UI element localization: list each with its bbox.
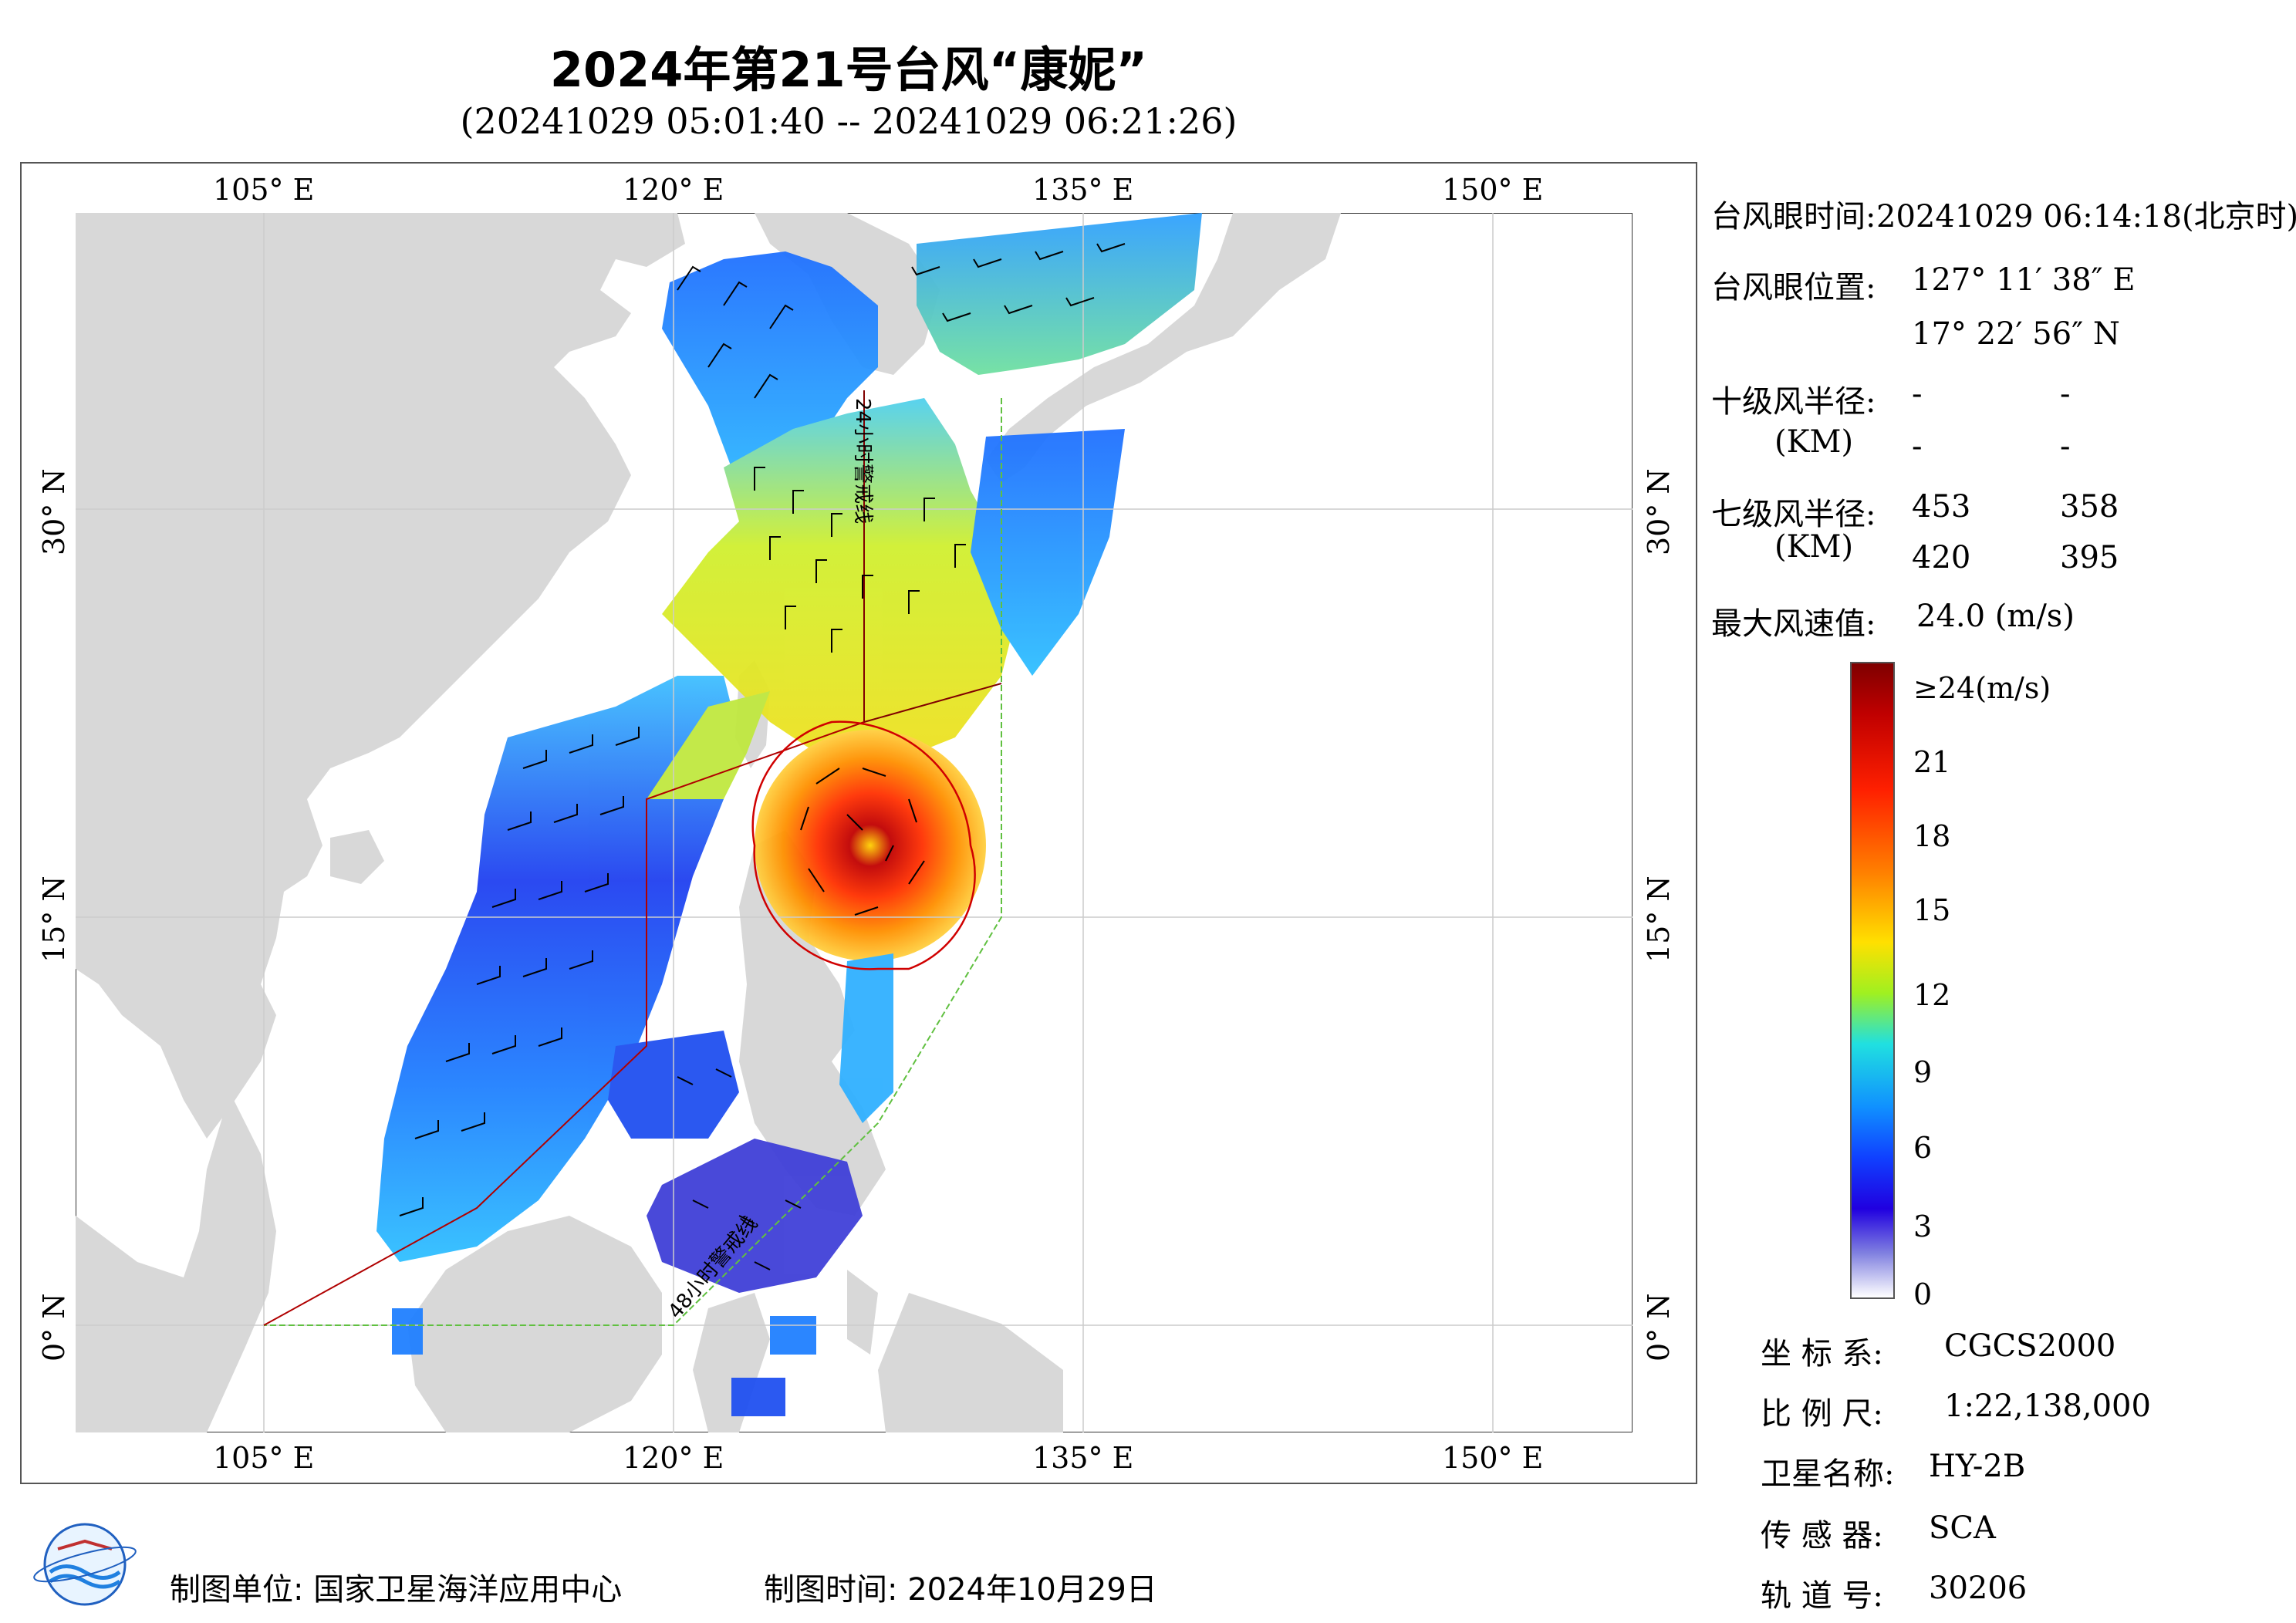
satellite-value: HY-2B bbox=[1929, 1449, 2026, 1484]
lat-tick-left-30: 30° N bbox=[37, 468, 71, 555]
eye-latitude: 17° 22′ 56″ N bbox=[1912, 316, 2120, 352]
lat-tick-right-15: 15° N bbox=[1642, 876, 1676, 963]
r10-value-sw: - bbox=[1912, 429, 1923, 464]
scale-value: 1:22,138,000 bbox=[1944, 1388, 2151, 1424]
warning-line-48h bbox=[263, 721, 865, 1326]
producer-credit: 制图单位: 国家卫星海洋应用中心 bbox=[170, 1572, 623, 1608]
lat-tick-left-0: 0° N bbox=[37, 1293, 71, 1361]
lat-tick-right-0: 0° N bbox=[1642, 1293, 1676, 1361]
r7-value-se: 358 bbox=[2060, 489, 2119, 525]
warning-line-24h-green bbox=[264, 398, 1002, 1326]
r10-unit: (KM) bbox=[1774, 424, 1854, 460]
r7-value-ne: 453 bbox=[1912, 489, 1971, 525]
crs-value: CGCS2000 bbox=[1944, 1328, 2116, 1364]
lat-tick-right-30: 30° N bbox=[1642, 468, 1676, 555]
wind-barbs bbox=[399, 243, 1126, 1270]
r10-label: 十级风半径: bbox=[1711, 384, 1876, 420]
legend-label-0: 0 bbox=[1913, 1277, 1933, 1311]
legend-label-6: 6 bbox=[1913, 1131, 1933, 1165]
r7-label: 七级风半径: bbox=[1711, 497, 1876, 532]
orbit-label: 轨 道 号: bbox=[1761, 1578, 1883, 1614]
eye-longitude: 127° 11′ 38″ E bbox=[1912, 262, 2136, 298]
lon-tick-top-135: 135° E bbox=[1032, 173, 1134, 207]
lon-tick-bottom-105: 105° E bbox=[213, 1441, 315, 1475]
legend-label-3: 3 bbox=[1913, 1210, 1933, 1243]
satellite-label: 卫星名称: bbox=[1761, 1456, 1895, 1492]
lat-tick-left-15: 15° N bbox=[37, 876, 71, 963]
lon-tick-top-120: 120° E bbox=[623, 173, 724, 207]
land bbox=[76, 213, 1341, 1432]
sensor-label: 传 感 器: bbox=[1761, 1518, 1883, 1554]
legend-label-24: ≥24(m/s) bbox=[1913, 671, 2051, 705]
warning-lines bbox=[263, 390, 1002, 1326]
sensor-value: SCA bbox=[1929, 1510, 1996, 1546]
wind-radius-7 bbox=[751, 720, 976, 970]
eye-position-label: 台风眼位置: bbox=[1711, 270, 1876, 305]
map-frame bbox=[20, 162, 1697, 1484]
lon-tick-bottom-150: 150° E bbox=[1442, 1441, 1544, 1475]
legend-label-15: 15 bbox=[1913, 893, 1951, 927]
r10-value-nw: - bbox=[2060, 429, 2071, 464]
r10-value-ne: - bbox=[1912, 376, 1923, 412]
warning-line-24h-label: 24小时警戒线 bbox=[851, 398, 874, 524]
legend-label-18: 18 bbox=[1913, 819, 1951, 853]
lon-tick-bottom-135: 135° E bbox=[1032, 1441, 1134, 1475]
graticule bbox=[76, 213, 1633, 1432]
nsoas-logo bbox=[33, 1523, 137, 1606]
eye-time-value: 20241029 06:14:18(北京时) bbox=[1876, 199, 2296, 235]
crs-label: 坐 标 系: bbox=[1761, 1336, 1883, 1372]
map-title: 2024年第21号台风“康妮” bbox=[549, 42, 1148, 98]
lon-tick-bottom-120: 120° E bbox=[623, 1441, 724, 1475]
legend-label-12: 12 bbox=[1913, 978, 1951, 1012]
wind-field-map: 24小时警戒线 48小时警戒线 bbox=[76, 213, 1633, 1432]
r7-value-sw: 420 bbox=[1912, 540, 1971, 575]
map-subtitle: (20241029 05:01:40 -- 20241029 06:21:26) bbox=[460, 100, 1237, 142]
scale-label: 比 例 尺: bbox=[1761, 1396, 1883, 1432]
lon-tick-top-150: 150° E bbox=[1442, 173, 1544, 207]
wind-speed-colorbar bbox=[1850, 662, 1895, 1299]
r10-value-se: - bbox=[2060, 376, 2071, 412]
orbit-value: 30206 bbox=[1929, 1571, 2028, 1606]
max-wind-value: 24.0 (m/s) bbox=[1916, 599, 2075, 634]
production-date: 制图时间: 2024年10月29日 bbox=[764, 1572, 1157, 1608]
lon-tick-top-105: 105° E bbox=[213, 173, 315, 207]
legend-label-9: 9 bbox=[1913, 1055, 1933, 1089]
r7-value-nw: 395 bbox=[2060, 540, 2119, 575]
max-wind-label: 最大风速值: bbox=[1711, 606, 1876, 642]
r7-unit: (KM) bbox=[1774, 529, 1854, 565]
legend-label-21: 21 bbox=[1913, 745, 1951, 779]
eye-time-label: 台风眼时间: bbox=[1711, 199, 1876, 235]
